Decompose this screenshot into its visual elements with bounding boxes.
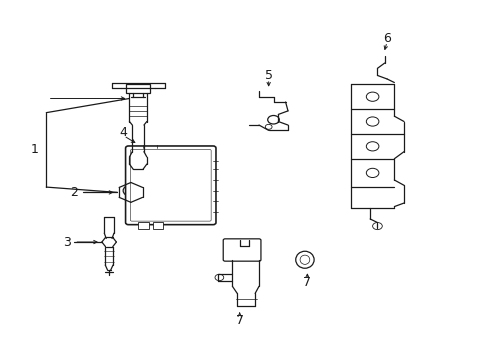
Circle shape (265, 124, 271, 129)
Circle shape (267, 116, 279, 124)
Circle shape (366, 142, 378, 151)
Ellipse shape (300, 255, 309, 264)
Text: 1: 1 (30, 143, 38, 156)
Text: 4: 4 (120, 126, 127, 139)
Text: 7: 7 (235, 314, 243, 327)
Bar (138, 222, 148, 229)
Ellipse shape (295, 251, 313, 268)
Circle shape (366, 92, 378, 101)
Text: 3: 3 (62, 235, 70, 248)
Circle shape (215, 274, 223, 281)
Circle shape (372, 222, 382, 230)
Text: 5: 5 (264, 69, 272, 82)
Circle shape (366, 117, 378, 126)
Bar (152, 222, 163, 229)
FancyBboxPatch shape (223, 239, 261, 261)
Circle shape (123, 185, 138, 196)
Text: 7: 7 (303, 276, 311, 289)
Text: 2: 2 (70, 186, 78, 199)
FancyBboxPatch shape (125, 146, 216, 225)
Text: 6: 6 (383, 32, 390, 45)
Circle shape (366, 168, 378, 177)
FancyBboxPatch shape (130, 149, 211, 221)
FancyBboxPatch shape (126, 84, 150, 93)
